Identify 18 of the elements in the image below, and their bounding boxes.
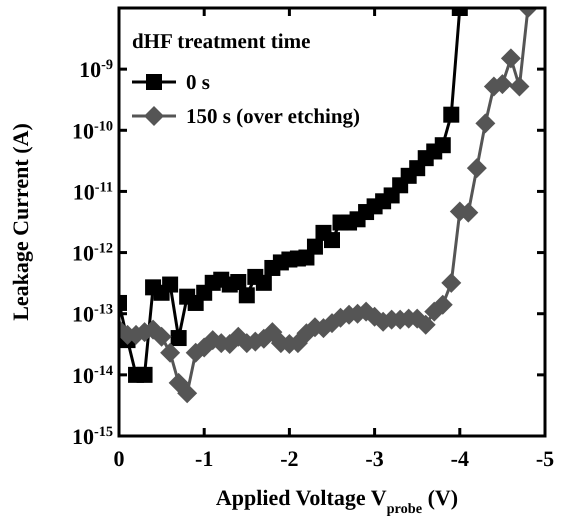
y-tick-label: 10$^{-14}$ xyxy=(72,362,113,388)
legend-label: 150 s (over etching) xyxy=(186,104,360,128)
x-tick-label: -2 xyxy=(280,446,299,471)
y-tick-label: 10$^{-11}$ xyxy=(72,179,113,204)
x-axis-title: Applied Voltage V$_{probe}$ (V) xyxy=(216,485,458,517)
y-tick-label: 10$^{-13}$ xyxy=(72,302,113,327)
x-tick-label: -3 xyxy=(365,446,384,471)
y-tick-label: 10$^{-15}$ xyxy=(72,424,113,449)
x-tick-label: -5 xyxy=(536,446,554,471)
x-tick-label: -1 xyxy=(195,446,214,471)
legend-title: dHF treatment time xyxy=(132,29,310,53)
y-tick-label: 10$^{-9}$ xyxy=(79,57,113,82)
legend-label: 0 s xyxy=(186,70,210,94)
x-tick-label: 0 xyxy=(114,446,124,471)
y-tick-label: 10$^{-12}$ xyxy=(72,240,113,266)
x-tick-label: -4 xyxy=(450,446,469,471)
y-axis-title: Leakage Current (A) xyxy=(8,123,33,321)
y-tick-label: 10$^{-10}$ xyxy=(72,118,113,144)
